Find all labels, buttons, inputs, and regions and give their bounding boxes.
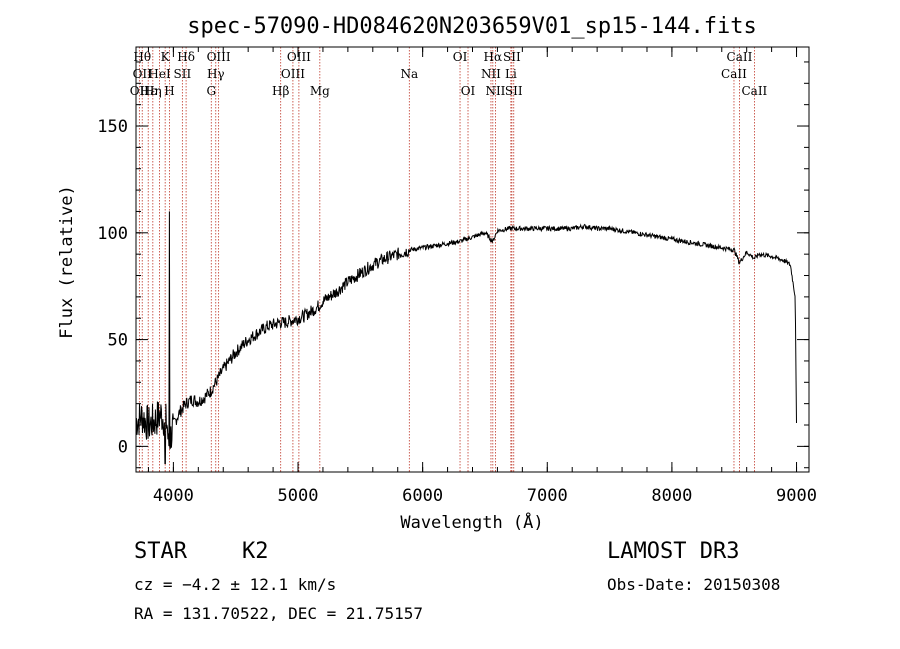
line-marker-label: Li (505, 67, 517, 81)
x-tick-label: 8000 (651, 486, 692, 506)
line-marker-label: NII (485, 84, 505, 98)
line-marker-label: G (206, 84, 216, 98)
x-tick-label: 6000 (402, 486, 443, 506)
line-marker-label: Hδ (177, 50, 195, 64)
line-marker-label: Na (400, 67, 418, 81)
line-marker-label: CaII (741, 84, 767, 98)
spectrum-line (135, 211, 797, 464)
x-axis-label: Wavelength (Å) (400, 511, 543, 533)
line-markers (138, 47, 755, 472)
line-marker-label: Hβ (272, 84, 289, 98)
line-marker-label: Hα (484, 50, 503, 64)
line-marker-label: SII (174, 67, 192, 81)
line-marker-label: HeI (148, 67, 171, 81)
line-marker-label: OII (130, 84, 150, 98)
axes: 4000 5000 6000 7000 8000 9000 0 50 100 150 (97, 46, 817, 506)
line-marker-label: Hε (140, 84, 157, 98)
line-marker-label: CaII (721, 67, 747, 81)
x-tick-label: 9000 (776, 486, 817, 506)
x-tick-label: 4000 (153, 486, 194, 506)
y-tick-label: 150 (97, 117, 128, 137)
line-marker-label: K (161, 50, 171, 64)
plot-frame (135, 46, 810, 473)
x-tick-label: 5000 (278, 486, 319, 506)
line-marker-labels: OIIHθOIIHεHηHeIKHSIIHδGHγOIIIHβOIIIOIIIM… (130, 50, 768, 98)
y-tick-label: 50 (108, 331, 128, 351)
line-marker-label: OIII (287, 50, 311, 64)
obs-date: Obs-Date: 20150308 (607, 575, 781, 594)
line-marker-label: Hγ (207, 67, 225, 81)
line-marker-label: OI (461, 84, 476, 98)
coordinates: RA = 131.70522, DEC = 21.75157 (134, 604, 423, 623)
line-marker-label: Hη (144, 84, 162, 98)
redshift-cz: cz = −4.2 ± 12.1 km/s (134, 575, 337, 594)
object-subclass: K2 (242, 539, 269, 564)
line-marker-label: CaII (727, 50, 753, 64)
survey-name: LAMOST DR3 (607, 539, 740, 564)
x-tick-label: 7000 (527, 486, 568, 506)
spectrum-series (135, 211, 797, 464)
y-tick-label: 100 (97, 224, 128, 244)
line-marker-label: OIII (281, 67, 305, 81)
y-tick-label: 0 (118, 437, 128, 457)
y-axis-label: Flux (relative) (57, 185, 77, 339)
line-marker-label: SII (503, 50, 521, 64)
line-marker-label: Hθ (133, 50, 151, 64)
line-marker-label: OI (453, 50, 468, 64)
line-marker-label: Mg (310, 84, 330, 98)
line-marker-label: OII (133, 67, 153, 81)
object-class: STAR (134, 539, 187, 564)
chart-title: spec-57090-HD084620N203659V01_sp15-144.f… (187, 14, 757, 39)
line-marker-label: H (164, 84, 174, 98)
line-marker-label: NII (481, 67, 501, 81)
line-marker-label: SII (505, 84, 523, 98)
line-marker-label: OIII (207, 50, 231, 64)
